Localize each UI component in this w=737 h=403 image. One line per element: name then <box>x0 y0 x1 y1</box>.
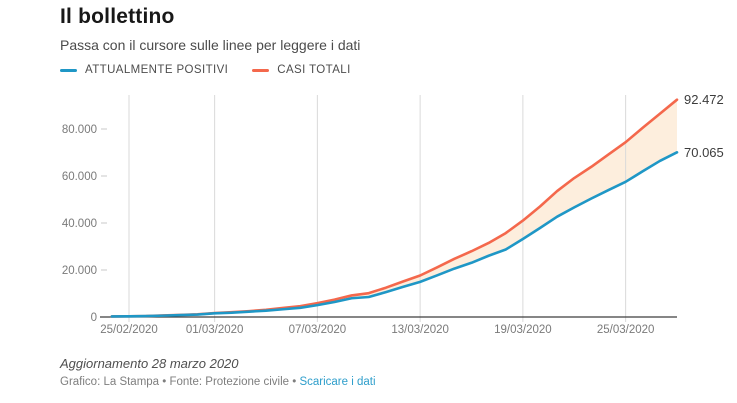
page-title: Il bollettino <box>60 5 175 28</box>
x-tick-label: 13/03/2020 <box>391 324 449 336</box>
legend-swatch-totali-icon <box>252 68 270 72</box>
y-tick-label: 80.000 <box>62 124 97 136</box>
end-label-attualmente-positivi: 70.065 <box>684 145 724 160</box>
download-data-link[interactable]: Scaricare i dati <box>299 376 376 388</box>
credits-line: Grafico: La Stampa • Fonte: Protezione c… <box>60 376 376 388</box>
legend: ATTUALMENTE POSITIVI CASI TOTALI <box>60 64 351 76</box>
x-tick-label: 01/03/2020 <box>186 324 244 336</box>
y-tick-label: 0 <box>91 312 97 324</box>
line-casi-totali[interactable] <box>110 98 679 318</box>
y-tick-label: 20.000 <box>62 265 97 277</box>
line-chart: 25/02/2020 01/03/2020 07/03/2020 13/03/2020… <box>62 92 724 336</box>
legend-label-positivi: ATTUALMENTE POSITIVI <box>85 64 229 76</box>
x-tick-label: 25/03/2020 <box>597 324 655 336</box>
chart-subtitle: Passa con il cursore sulle linee per leg… <box>60 37 361 53</box>
legend-swatch-positivi-icon <box>60 68 77 72</box>
legend-item-casi-totali: CASI TOTALI <box>252 64 350 76</box>
credits-text: Grafico: La Stampa • Fonte: Protezione c… <box>60 376 300 388</box>
y-tick-label: 60.000 <box>62 171 97 183</box>
legend-label-totali: CASI TOTALI <box>277 64 351 76</box>
x-tick-label: 19/03/2020 <box>494 324 552 336</box>
line-attualmente-positivi[interactable] <box>110 151 679 318</box>
x-tick-label: 07/03/2020 <box>289 324 347 336</box>
x-tick-label: 25/02/2020 <box>100 324 158 336</box>
legend-item-attualmente-positivi: ATTUALMENTE POSITIVI <box>60 64 228 76</box>
y-tick-label: 40.000 <box>62 218 97 230</box>
update-note: Aggiornamento 28 marzo 2020 <box>60 356 239 371</box>
fill-between-area <box>111 99 677 317</box>
end-label-casi-totali: 92.472 <box>684 92 724 107</box>
